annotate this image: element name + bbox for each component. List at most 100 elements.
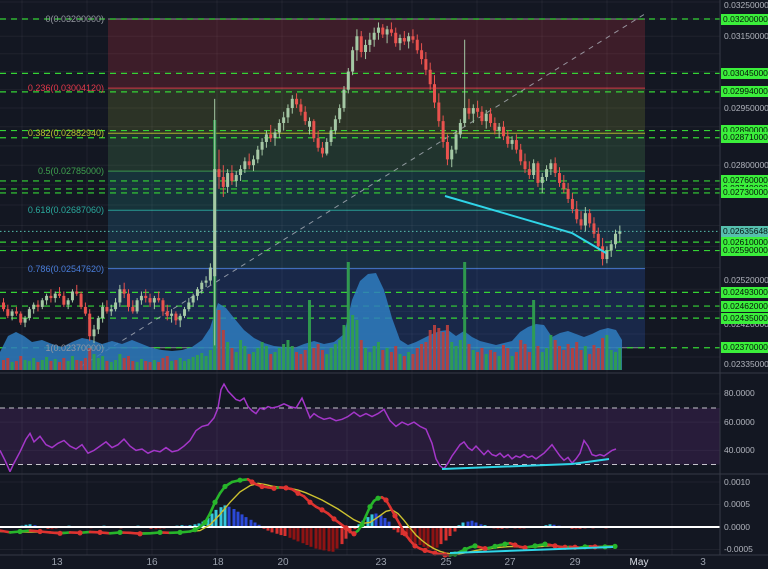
candle-body [114,302,118,310]
candle-body [402,37,406,42]
candle-body [273,132,277,139]
candle-body [437,102,441,122]
candle-body [454,134,458,150]
volume-bar [135,362,139,370]
volume-bar [407,352,411,370]
candle-body [131,306,135,312]
trend-diagonal[interactable] [79,11,649,368]
volume-bar [463,262,467,370]
candle-body [355,36,359,51]
macd-dot [432,550,438,556]
volume-bar [570,348,574,370]
macd-histogram-bar [344,527,348,539]
volume-bar [226,342,230,370]
macd-dot [522,545,528,551]
candle-body [596,233,600,247]
macd-dot [202,519,208,526]
volume-bar [493,352,497,370]
candle-body [118,289,122,303]
candle-body [532,163,536,176]
fib-band [108,133,645,172]
candle-body [618,231,622,234]
volume-bar [381,350,385,370]
trendline-rsi[interactable] [441,458,610,470]
trendline-macd[interactable] [449,546,614,554]
volume-bar [230,348,234,370]
candle-body [66,300,70,305]
volume-bar [157,362,161,370]
candle-body [484,113,488,122]
volume-bar [195,355,199,370]
volume-bar [484,354,488,370]
candle-body [411,36,415,40]
volume-bar [316,344,320,370]
candle-body [407,36,411,42]
candle-body [58,293,62,296]
candle-body [592,223,596,234]
volume-bar [605,335,609,370]
candle-body [376,27,380,33]
volume-bar [320,350,324,370]
candle-body [256,149,260,160]
volume-bar [79,361,83,370]
volume-bar [497,356,501,370]
candle-body [187,302,191,310]
volume-bar [609,350,613,370]
macd-histogram-bar [292,527,296,540]
macd-dot [542,541,548,547]
candle-body [2,302,5,310]
candle-body [243,161,247,170]
volume-bar [467,344,471,370]
volume-bar [519,340,523,370]
macd-dot [192,527,198,533]
volume-bar [264,346,268,370]
volume-bar [437,328,441,370]
volume-bar [458,340,462,370]
candle-body [122,289,126,294]
candle-body [144,295,148,299]
candle-body [230,173,234,181]
trendline-price[interactable] [444,195,607,254]
volume-bar [553,340,557,370]
candle-body [415,39,419,51]
price-pane[interactable] [0,1,720,370]
rsi-pane[interactable] [0,382,720,472]
macd-dot [359,522,365,528]
macd-histogram-bar [193,524,197,527]
macd-pane[interactable] [0,477,720,558]
volume-bar [342,325,346,370]
volume-bar [575,342,579,370]
candle-body [316,138,320,148]
volume-bar [450,342,454,370]
candle-body [549,163,553,170]
macd-dot [222,483,228,490]
candle-body [303,111,307,122]
macd-dot [412,543,418,549]
volume-bar [346,262,350,370]
macd-histogram-bar [574,527,578,530]
volume-bar [295,352,299,370]
volume-bar [562,350,566,370]
volume-bar [415,348,419,370]
volume-bar [217,310,221,370]
candle-body [614,233,618,245]
macd-dot [307,499,313,505]
volume-bar [161,358,165,370]
candle-body [282,117,286,124]
macd-dot [157,529,163,536]
macd-dot [259,483,265,490]
volume-ma-area [0,273,622,370]
candle-body [221,176,225,187]
candle-body [346,71,350,90]
macd-dot [57,530,63,536]
macd-histogram-bar [435,527,439,548]
macd-histogram-bar [266,527,270,531]
macd-histogram-bar [431,527,435,550]
candle-body [49,295,53,299]
macd-histogram-bar [496,527,500,530]
candle-body [174,313,178,321]
candle-body [394,32,398,44]
macd-dot [117,529,123,536]
volume-bar [536,346,540,370]
